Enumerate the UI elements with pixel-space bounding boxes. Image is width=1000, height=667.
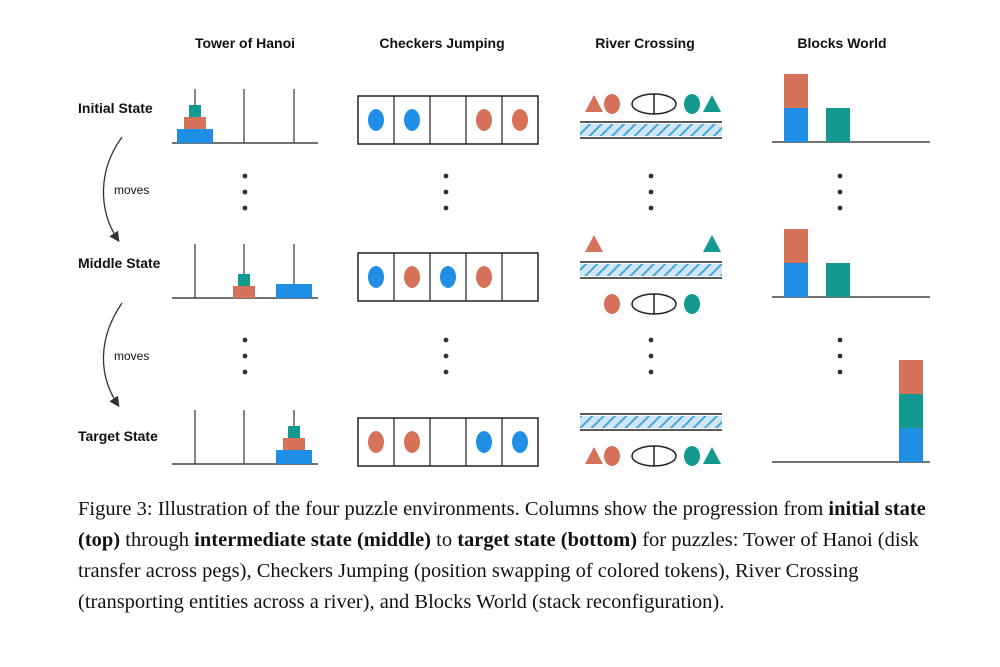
caption-text-3: to [431, 529, 458, 551]
checker-token-orange-middle-4 [476, 266, 492, 288]
ellipsis-dot-2-2-1 [443, 337, 449, 343]
column-title-blocks: Blocks World [797, 35, 886, 51]
moves-arrow-1 [102, 136, 123, 243]
ellipsis-dot-1-1-3 [242, 205, 248, 211]
checker-token-blue-middle-3 [440, 266, 456, 288]
river-triangle-teal-initial-above [703, 95, 721, 112]
moves-label-1: moves [114, 183, 149, 197]
checkers-board-middle [357, 252, 539, 302]
ellipsis-dot-2-4-2 [837, 353, 843, 359]
block-teal-target-stack3 [899, 394, 923, 428]
caption-label: Figure 3: [78, 498, 153, 520]
hanoi-disk-medium-orange-middle [233, 286, 255, 298]
ellipsis-dot-2-3-3 [648, 369, 654, 375]
river-circle-orange-middle-below [604, 294, 620, 314]
block-blue-initial-stack1 [784, 108, 808, 142]
hanoi-disk-medium-orange-target [283, 438, 305, 450]
ellipsis-dot-1-2-1 [443, 173, 449, 179]
caption-text-1: Illustration of the four puzzle environm… [152, 498, 829, 520]
checker-token-blue-initial-2 [404, 109, 420, 131]
river-water-target [580, 416, 722, 428]
river-column [580, 93, 722, 467]
ellipsis-dot-2-2-2 [443, 353, 449, 359]
river-triangle-orange-initial-above [585, 95, 603, 112]
checker-token-blue-target-5 [512, 431, 528, 453]
hanoi-disk-large-blue-target [276, 450, 312, 464]
river-triangle-teal-target-below [703, 447, 721, 464]
checker-token-orange-target-2 [404, 431, 420, 453]
ellipsis-dot-1-4-3 [837, 205, 843, 211]
ellipsis-dot-1-4-2 [837, 189, 843, 195]
hanoi-disk-small-teal-target [288, 426, 300, 438]
checkers-board-target [357, 417, 539, 467]
river-circle-orange-initial-above [604, 94, 620, 114]
ellipsis-dot-1-3-1 [648, 173, 654, 179]
ellipsis-dot-2-1-2 [242, 353, 248, 359]
hanoi-disk-small-teal-initial [189, 105, 201, 117]
ellipsis-dot-2-3-1 [648, 337, 654, 343]
ellipsis-dot-2-4-1 [837, 337, 843, 343]
caption-text-2: through [120, 529, 195, 551]
figure-caption: Figure 3: Illustration of the four puzzl… [78, 494, 940, 618]
caption-bold-initial: initial state (top) [78, 498, 926, 551]
river-water-middle [580, 264, 722, 276]
ellipsis-dot-1-2-3 [443, 205, 449, 211]
ellipsis-dot-1-3-2 [648, 189, 654, 195]
hanoi-disk-small-teal-middle [238, 274, 250, 286]
row-label-initial: Initial State [78, 100, 153, 116]
caption-text-4: for puzzles: Tower of Hanoi (disk transf… [78, 529, 919, 613]
checker-token-orange-initial-4 [476, 109, 492, 131]
row-label-middle: Middle State [78, 255, 161, 271]
river-triangle-orange-middle-above [585, 235, 603, 252]
column-title-hanoi: Tower of Hanoi [195, 35, 295, 51]
block-orange-target-stack3 [899, 360, 923, 394]
ellipsis-dot-2-1-3 [242, 369, 248, 375]
ellipsis-dot-1-1-2 [242, 189, 248, 195]
column-title-river: River Crossing [595, 35, 695, 51]
river-triangle-orange-target-below [585, 447, 603, 464]
river-circle-teal-middle-below [684, 294, 700, 314]
block-orange-middle-stack1 [784, 229, 808, 263]
ellipsis-dot-2-2-3 [443, 369, 449, 375]
block-orange-initial-stack1 [784, 74, 808, 108]
caption-bold-middle: intermediate state (middle) [194, 529, 431, 551]
ellipsis-dot-2-4-3 [837, 369, 843, 375]
blocks-column [772, 74, 930, 463]
checkers-column [357, 95, 539, 467]
ellipsis-dot-1-3-3 [648, 205, 654, 211]
river-water-initial [580, 124, 722, 136]
block-blue-middle-stack1 [784, 263, 808, 297]
checker-token-orange-initial-5 [512, 109, 528, 131]
river-triangle-teal-middle-above [703, 235, 721, 252]
row-label-target: Target State [78, 428, 158, 444]
ellipsis-dots [242, 173, 843, 375]
block-teal-initial-stack2 [826, 108, 850, 142]
ellipsis-dot-2-3-2 [648, 353, 654, 359]
hanoi-column [172, 89, 318, 465]
moves-arrow-2 [102, 302, 123, 408]
river-circle-teal-target-below [684, 446, 700, 466]
river-circle-teal-initial-above [684, 94, 700, 114]
hanoi-disk-large-blue-middle [276, 284, 312, 298]
checkers-board-initial [357, 95, 539, 145]
block-teal-middle-stack2 [826, 263, 850, 297]
column-title-checkers: Checkers Jumping [379, 35, 504, 51]
checker-token-blue-middle-1 [368, 266, 384, 288]
moves-label-2: moves [114, 349, 149, 363]
caption-bold-target: target state (bottom) [457, 529, 638, 551]
ellipsis-dot-1-2-2 [443, 189, 449, 195]
river-circle-orange-target-below [604, 446, 620, 466]
block-blue-target-stack3 [899, 428, 923, 462]
checker-token-orange-middle-2 [404, 266, 420, 288]
checker-token-blue-initial-1 [368, 109, 384, 131]
ellipsis-dot-2-1-1 [242, 337, 248, 343]
ellipsis-dot-1-4-1 [837, 173, 843, 179]
checker-token-blue-target-4 [476, 431, 492, 453]
hanoi-disk-large-blue-initial [177, 129, 213, 143]
ellipsis-dot-1-1-1 [242, 173, 248, 179]
checker-token-orange-target-1 [368, 431, 384, 453]
puzzle-figure: Tower of Hanoi Checkers Jumping River Cr… [78, 35, 930, 467]
hanoi-disk-medium-orange-initial [184, 117, 206, 129]
